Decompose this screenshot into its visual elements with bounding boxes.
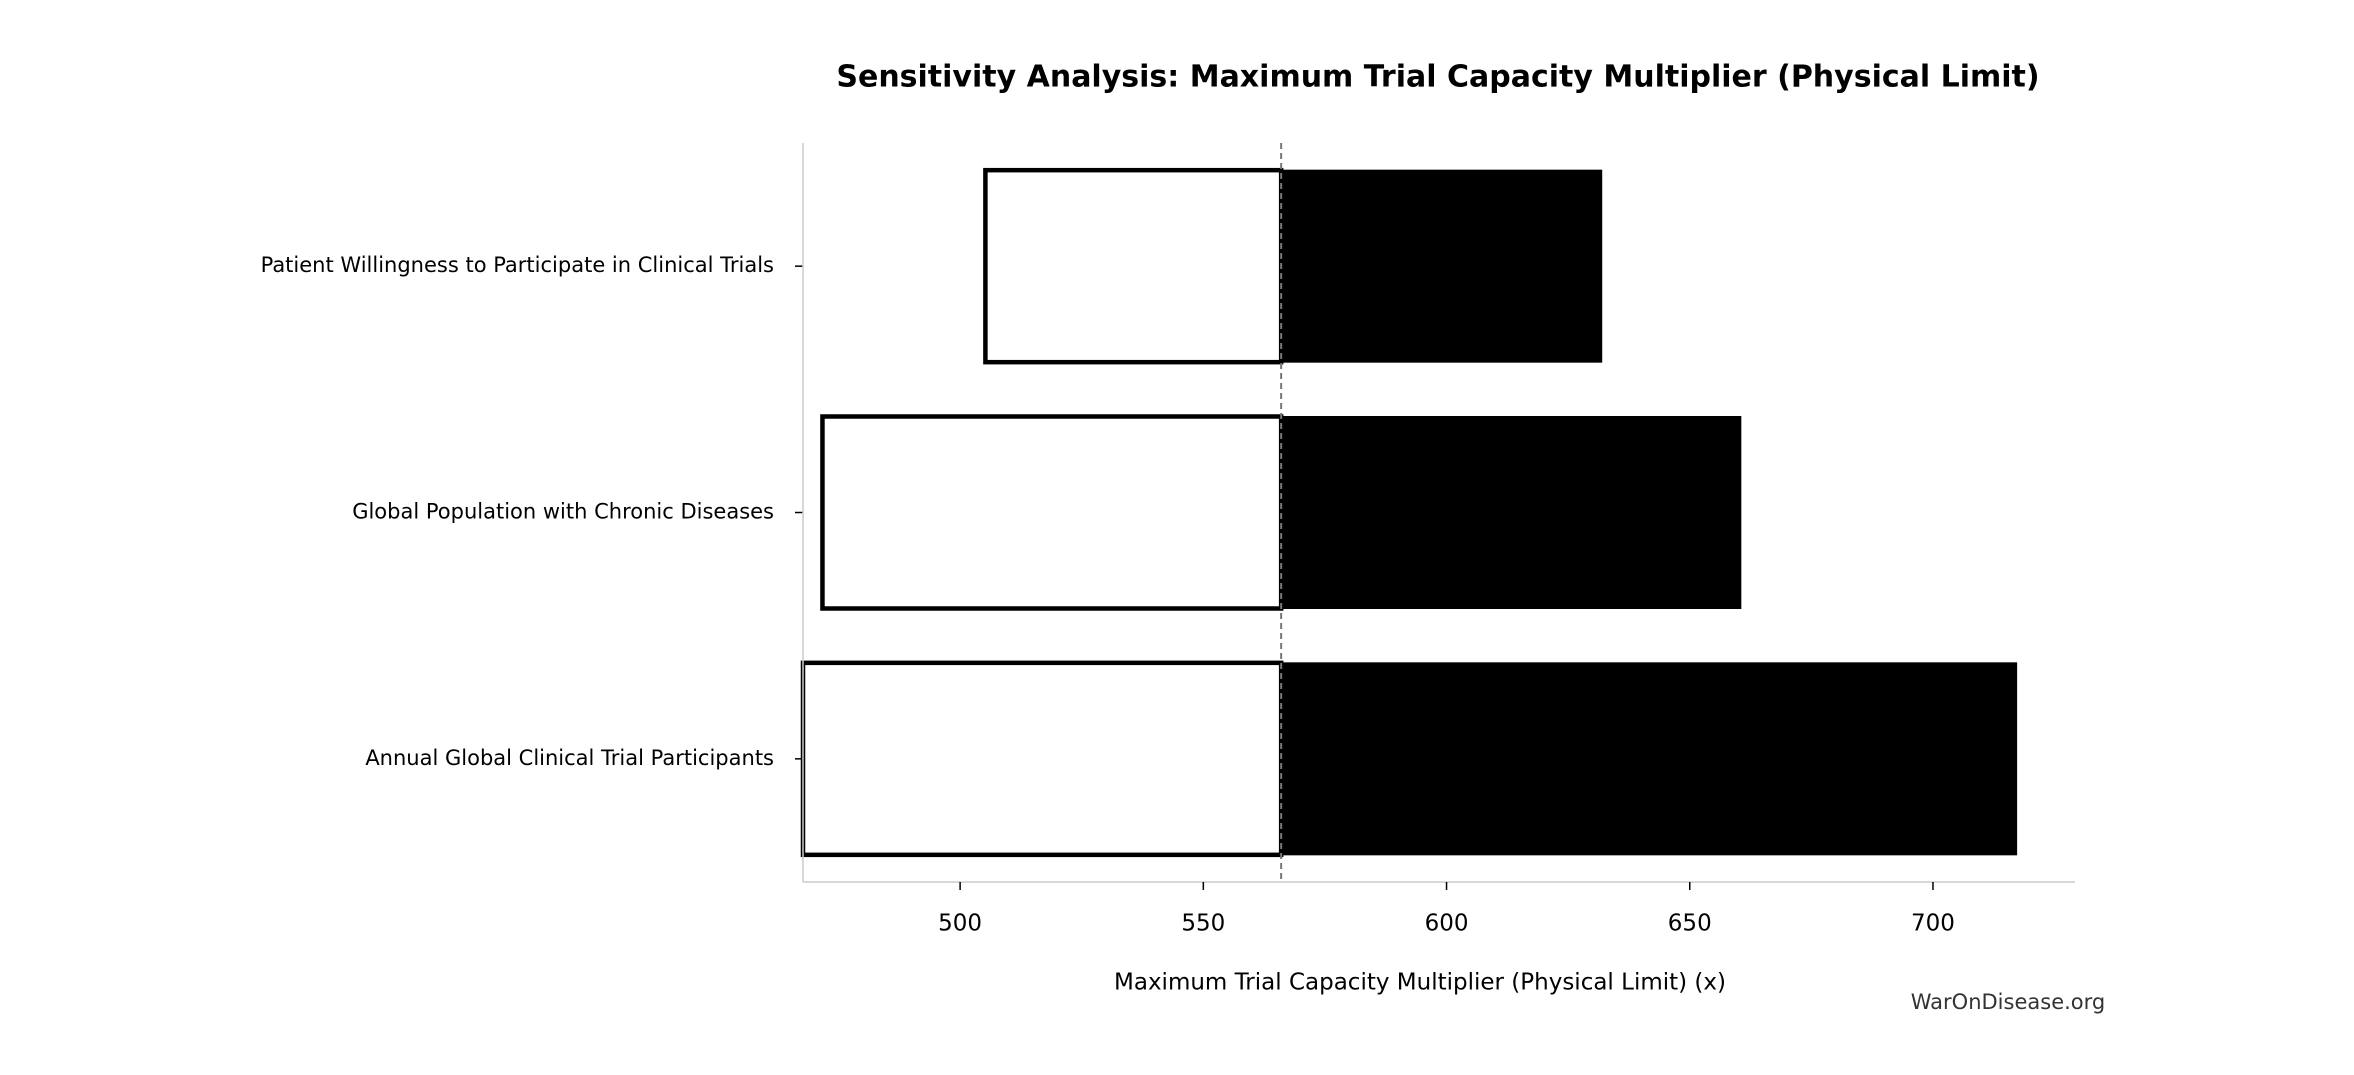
y-tick-label: Global Population with Chronic Diseases: [352, 500, 774, 524]
y-tick-label: Annual Global Clinical Trial Participant…: [365, 746, 774, 770]
high-bar: [1280, 169, 1603, 363]
watermark: WarOnDisease.org: [1911, 990, 2105, 1014]
chart-title: Sensitivity Analysis: Maximum Trial Capa…: [836, 60, 2039, 95]
x-tick-label: 650: [1668, 911, 1712, 937]
y-tick-label: Patient Willingness to Participate in Cl…: [261, 253, 774, 277]
high-bar: [1280, 416, 1742, 609]
x-tick-label: 500: [938, 911, 982, 937]
x-tick-label: 600: [1425, 911, 1469, 937]
x-tick-label: 550: [1181, 911, 1225, 937]
x-tick-label: 700: [1911, 911, 1955, 937]
low-bar: [800, 660, 1284, 858]
high-bar: [1280, 662, 2018, 856]
x-axis-label: Maximum Trial Capacity Multiplier (Physi…: [1114, 970, 1726, 996]
low-bar: [983, 167, 1284, 365]
low-bar: [820, 414, 1284, 611]
